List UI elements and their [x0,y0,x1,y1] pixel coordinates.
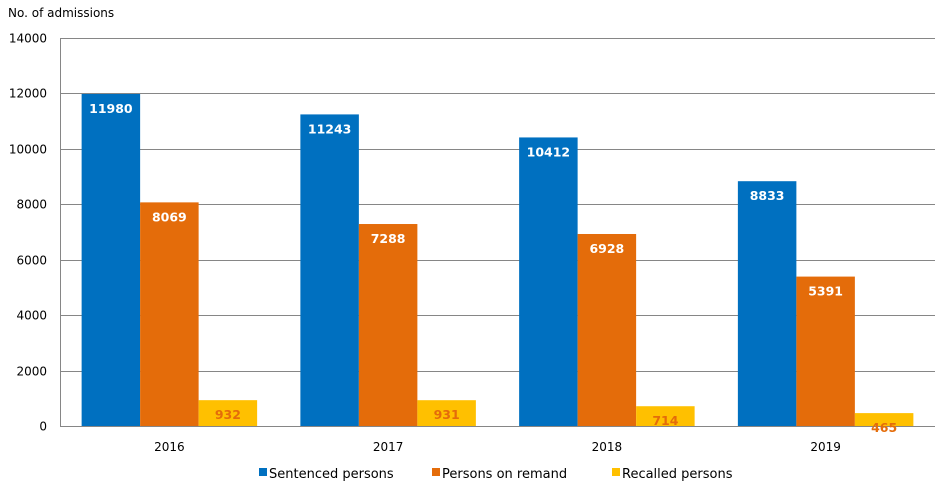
data-label: 932 [215,407,241,422]
legend-label: Persons on remand [442,467,567,482]
y-tick-label: 12000 [9,87,47,101]
x-tick-label: 2017 [373,440,404,454]
y-tick-label: 4000 [16,309,47,323]
y-tick-label: 0 [39,420,47,434]
y-tick-label: 10000 [9,143,47,157]
data-label: 5391 [808,284,843,299]
legend-swatch [612,468,620,476]
legend-swatch [432,468,440,476]
bar [198,400,258,426]
data-label: 8069 [152,209,187,224]
y-axis-ticks: 0 2000 4000 6000 8000 10000 12000 14000 [9,32,47,434]
bar [140,202,199,426]
legend: Sentenced persons Persons on remand Recall… [259,467,733,482]
data-label: 10412 [527,144,571,159]
y-tick-label: 2000 [16,365,47,379]
data-label: 11980 [89,101,133,116]
bars: 11980 8069 932 11243 7288 931 10412 6928 714 8833… [81,93,914,435]
y-axis-label: No. of admissions [8,6,114,20]
x-axis-ticks: 2016 2017 2018 2019 [154,440,841,454]
y-tick-label: 6000 [16,254,47,268]
bar [519,137,578,427]
x-tick-label: 2019 [810,440,841,454]
bar [636,406,695,426]
y-tick-label: 8000 [16,198,47,212]
data-label: 8833 [750,188,785,203]
x-tick-label: 2018 [592,440,623,454]
data-label: 465 [871,420,897,435]
data-label: 931 [434,407,460,422]
bar [737,181,797,426]
y-tick-label: 14000 [9,32,47,46]
legend-label: Recalled persons [622,467,733,482]
bar [796,276,855,426]
legend-swatch [259,468,267,476]
legend-label: Sentenced persons [269,467,394,482]
bar [577,233,637,426]
bar [417,400,476,426]
data-label: 11243 [308,121,352,136]
bar [81,93,141,427]
bar [854,413,914,426]
gridlines [60,38,935,427]
bar [358,224,418,426]
bar [300,114,359,426]
x-tick-label: 2016 [154,440,185,454]
data-label: 714 [652,413,678,428]
data-label: 6928 [589,241,624,256]
data-label: 7288 [371,231,406,246]
